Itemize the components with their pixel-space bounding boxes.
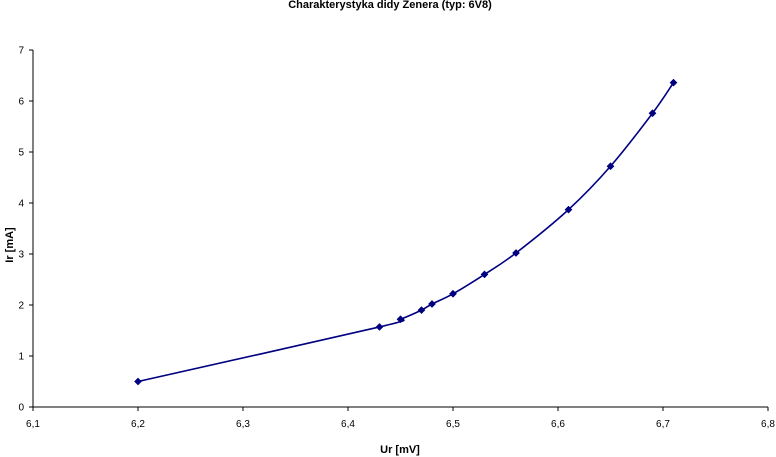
x-tick-label: 6,8 (761, 419, 775, 430)
data-point-marker (396, 315, 405, 324)
data-point-marker (480, 270, 489, 279)
x-tick-label: 6,7 (656, 419, 670, 430)
data-point-marker (512, 249, 520, 257)
data-point-marker (669, 78, 678, 87)
data-point-marker (449, 289, 457, 298)
y-tick-label: 3 (18, 250, 24, 261)
x-tick-label: 6,4 (341, 419, 355, 430)
y-ticks: 0 1 2 3 4 5 6 7 (18, 46, 33, 414)
y-tick-label: 1 (18, 352, 24, 363)
y-tick-label: 0 (18, 403, 24, 414)
y-tick-label: 4 (18, 199, 24, 210)
x-axis-label: Ur [mV] (380, 444, 420, 456)
x-tick-label: 6,5 (446, 419, 460, 430)
data-point-marker (648, 109, 657, 118)
data-point-marker (134, 377, 142, 386)
data-point-marker (564, 205, 573, 214)
axes (32, 50, 768, 408)
x-tick-label: 6,3 (236, 419, 250, 430)
data-point-marker (606, 162, 615, 171)
y-tick-label: 7 (18, 46, 24, 57)
y-tick-label: 2 (18, 301, 24, 312)
series-line (137, 82, 675, 383)
y-axis-label: Ir [mA] (4, 227, 16, 263)
y-tick-label: 5 (18, 148, 24, 159)
x-tick-label: 6,1 (26, 419, 40, 430)
y-tick-label: 6 (18, 97, 24, 108)
x-tick-label: 6,2 (131, 419, 145, 430)
x-ticks: 6,1 6,2 6,3 6,4 6,5 6,6 6,7 6,8 (26, 407, 775, 430)
x-tick-label: 6,6 (551, 419, 565, 430)
series-layer (134, 78, 678, 386)
data-point-marker (417, 306, 426, 315)
data-point-marker (375, 322, 384, 331)
data-point-marker (428, 300, 436, 308)
chart-title: Charakterystyka didy Zenera (typ: 6V8) (288, 0, 492, 11)
